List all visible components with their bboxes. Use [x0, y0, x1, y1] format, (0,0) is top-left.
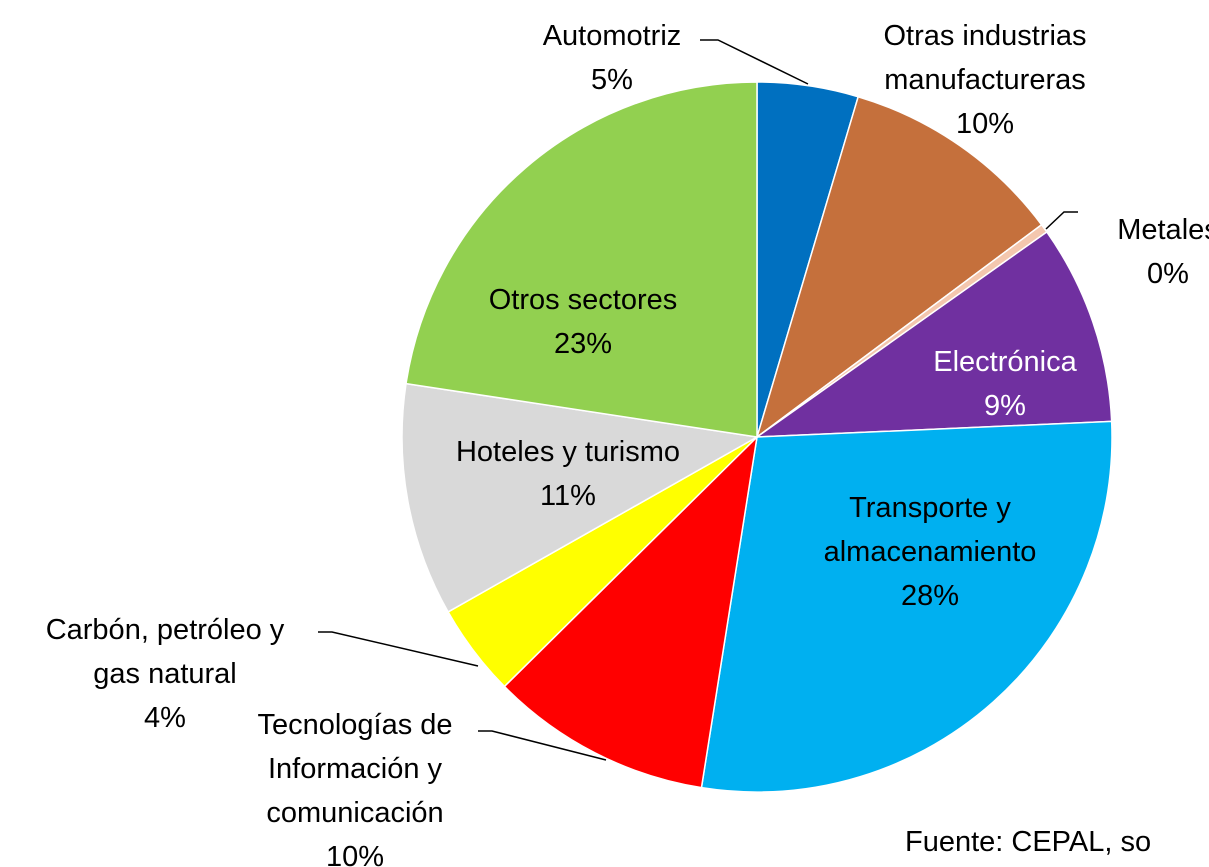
value-label: 10%	[325, 841, 385, 867]
category-label: Otros sectores	[488, 284, 678, 316]
slice-label: Automotriz 5%	[512, 14, 712, 102]
source: Fuente: CEPAL, so	[905, 826, 1152, 858]
slice-label: Otros sectores 23%	[453, 278, 713, 366]
category-label: Carbón, petróleo y gas natural	[45, 614, 285, 690]
category-label: Electrónica	[933, 346, 1077, 378]
leader-line	[1045, 211, 1078, 230]
slice-label: Carbón, petróleo y gas natural 4%	[20, 608, 310, 740]
leader-line	[700, 39, 809, 85]
value-label: 4%	[144, 702, 186, 734]
category-label: Otras industrias manufactureras	[883, 20, 1087, 96]
category-label: Tecnologías de Información y comunicació…	[257, 709, 453, 829]
category-label: Automotriz	[542, 20, 682, 52]
category-label: Metales	[1117, 214, 1209, 246]
slice-label: Otras industrias manufactureras 10%	[855, 14, 1115, 146]
leader-line	[318, 631, 479, 667]
slice-label: Hoteles y turismo 11%	[408, 430, 728, 518]
value-label: 10%	[955, 108, 1015, 140]
value-label: 23%	[553, 328, 613, 360]
slices	[401, 81, 1113, 793]
slice-label: Metales 0%	[1108, 208, 1209, 296]
leader-lines	[318, 39, 1078, 761]
pie-slice	[754, 230, 1113, 438]
pie-slice	[755, 95, 1043, 439]
value-label: 0%	[1147, 258, 1189, 290]
leader-line	[478, 730, 607, 761]
category-label: Transporte y almacenamiento	[823, 492, 1037, 568]
value-label: 11%	[540, 480, 596, 512]
slice-label: Tecnologías de Información y comunicació…	[235, 703, 475, 867]
value-label: 28%	[900, 580, 960, 612]
pie-slice	[405, 81, 758, 438]
pie-slice	[700, 420, 1113, 793]
slice-label: Electrónica 9%	[895, 340, 1115, 428]
slice-label: Transporte y almacenamiento 28%	[800, 486, 1060, 618]
category-label: Hoteles y turismo	[455, 436, 680, 468]
value-label: 5%	[591, 64, 633, 96]
pie-slice	[401, 382, 760, 613]
value-label: 9%	[984, 390, 1026, 422]
pie-slice	[503, 434, 759, 789]
